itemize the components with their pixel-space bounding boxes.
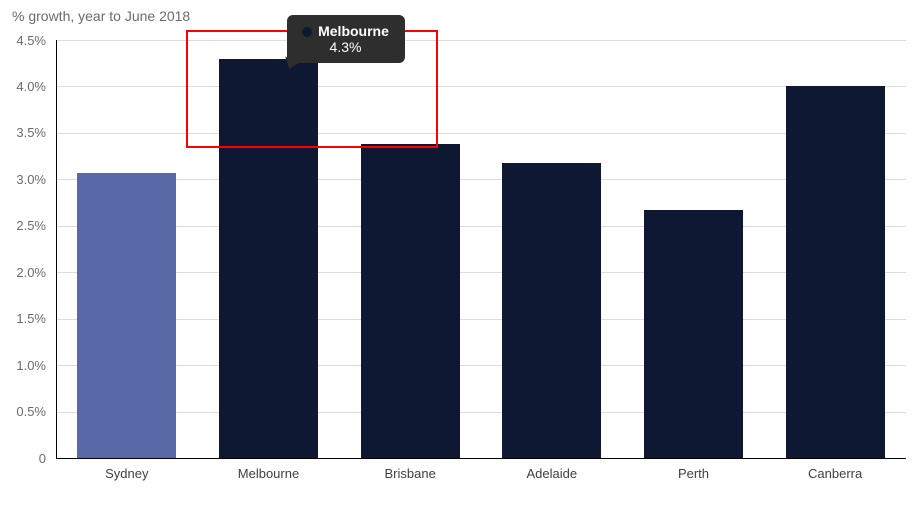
x-tick-label: Canberra [764, 466, 906, 481]
y-tick-label: 1.0% [0, 358, 46, 373]
gridline [56, 365, 906, 366]
y-tick-label: 0 [0, 451, 46, 466]
bar-tooltip: Melbourne 4.3% [287, 15, 405, 63]
tooltip-swatch-icon [302, 27, 312, 37]
gridline [56, 412, 906, 413]
y-tick-label: 3.0% [0, 172, 46, 187]
tooltip-city: Melbourne [318, 23, 389, 39]
plot-area [56, 40, 906, 458]
gridline [56, 319, 906, 320]
bar-brisbane[interactable] [361, 144, 460, 458]
bar-perth[interactable] [644, 210, 743, 458]
bar-sydney[interactable] [77, 173, 176, 458]
tooltip-value: 4.3% [330, 39, 362, 55]
gridline [56, 86, 906, 87]
bar-canberra[interactable] [786, 86, 885, 458]
y-tick-label: 4.5% [0, 33, 46, 48]
y-tick-label: 4.0% [0, 79, 46, 94]
x-tick-label: Perth [623, 466, 765, 481]
x-tick-label: Sydney [56, 466, 198, 481]
y-tick-label: 1.5% [0, 311, 46, 326]
x-tick-label: Adelaide [481, 466, 623, 481]
gridline [56, 40, 906, 41]
gridline [56, 272, 906, 273]
x-axis [56, 458, 906, 459]
chart-subtitle: % growth, year to June 2018 [12, 8, 190, 24]
y-tick-label: 0.5% [0, 404, 46, 419]
gridline [56, 179, 906, 180]
y-tick-label: 2.5% [0, 218, 46, 233]
x-tick-label: Melbourne [198, 466, 340, 481]
y-tick-label: 3.5% [0, 125, 46, 140]
y-axis [56, 40, 57, 458]
y-tick-label: 2.0% [0, 265, 46, 280]
gridline [56, 226, 906, 227]
gridline [56, 133, 906, 134]
growth-bar-chart: % growth, year to June 2018 0 0.5% 1.0% 1.5… [0, 0, 916, 508]
x-tick-label: Brisbane [339, 466, 481, 481]
bar-adelaide[interactable] [502, 163, 601, 458]
